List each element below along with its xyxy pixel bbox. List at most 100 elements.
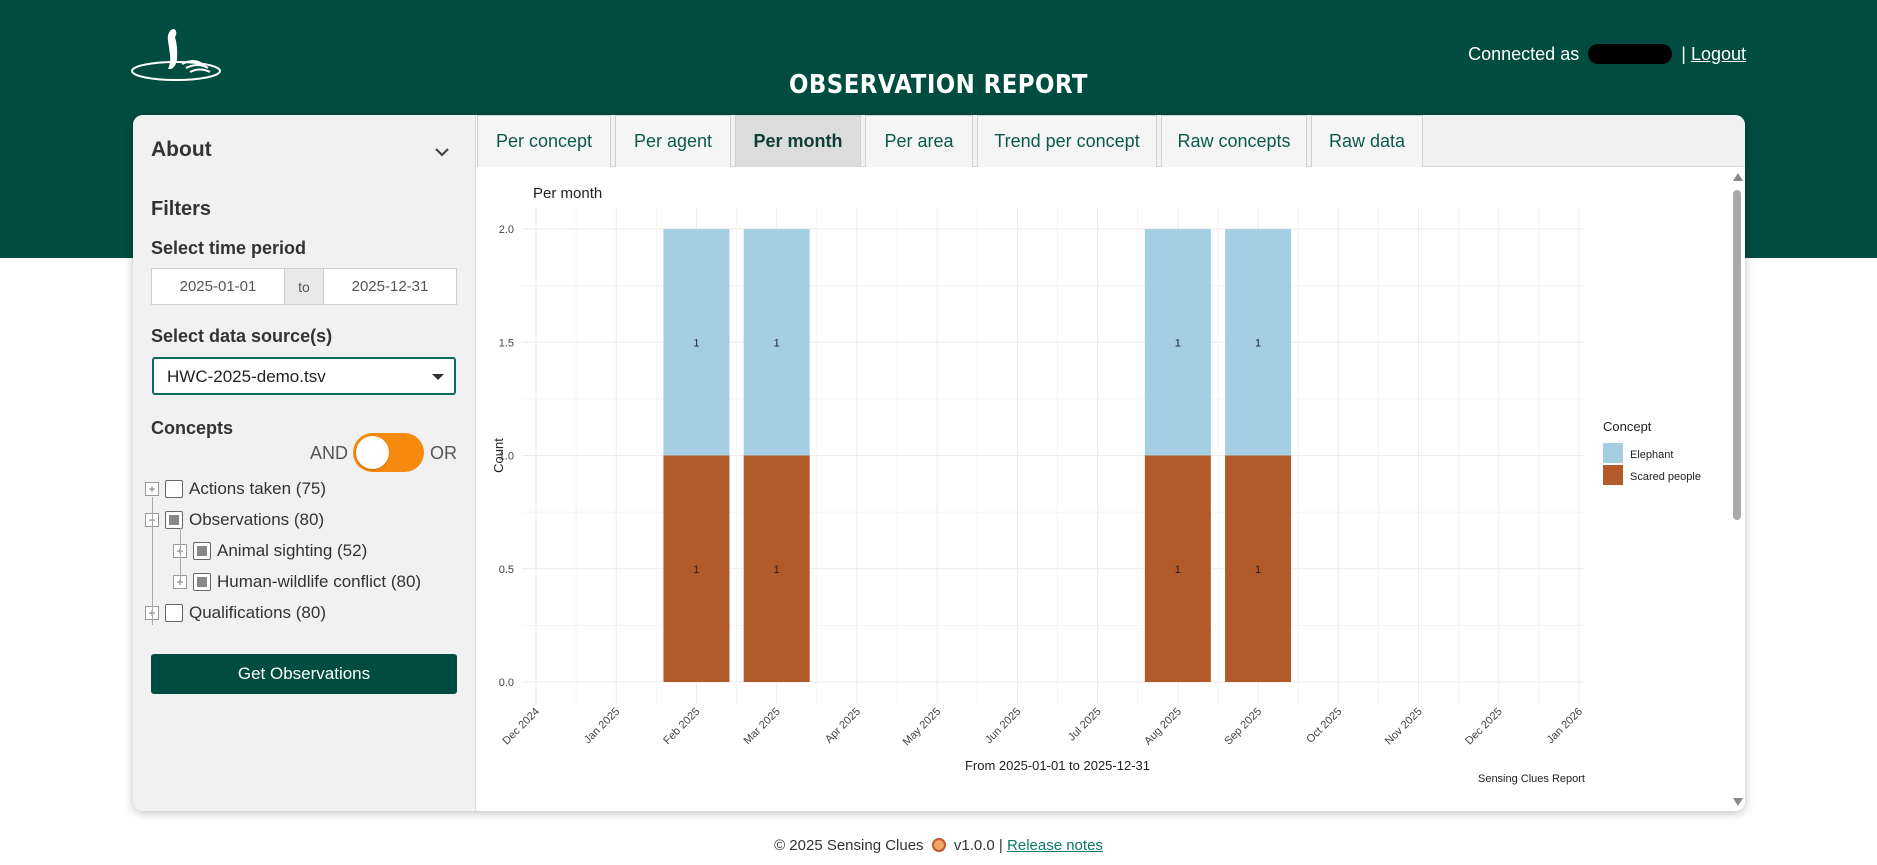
tree-item-label: Qualifications (80) bbox=[189, 603, 327, 622]
y-tick-label: 2.0 bbox=[499, 224, 514, 236]
caret-down-icon bbox=[432, 374, 444, 380]
date-to-input[interactable]: 2025-12-31 bbox=[351, 278, 429, 295]
tab-trend-per-concept[interactable]: Trend per concept bbox=[977, 115, 1157, 167]
tab-per-month[interactable]: Per month bbox=[735, 115, 861, 167]
tab-bar: Per concept Per agent Per month Per area Tre… bbox=[477, 115, 1745, 167]
redacted-username bbox=[1588, 44, 1673, 64]
toggle-knob[interactable] bbox=[356, 436, 389, 469]
x-axis-label: From 2025-01-01 to 2025-12-31 bbox=[965, 758, 1150, 773]
legend-swatch bbox=[1603, 443, 1623, 463]
x-tick-label: Jan 2025 bbox=[582, 706, 622, 746]
x-tick-label: Sep 2025 bbox=[1222, 706, 1264, 748]
chart-caption: Sensing Clues Report bbox=[1478, 773, 1585, 785]
x-tick-label: Nov 2025 bbox=[1383, 706, 1425, 748]
per-month-chart: 1 1 1 1 1 1 1 1 0.0 0.5 1.0 1.5 2.0 Dec 2024 Jan 2025 F… bbox=[491, 185, 1701, 785]
data-source-value: HWC-2025-demo.tsv bbox=[167, 367, 326, 386]
tab-per-agent[interactable]: Per agent bbox=[615, 115, 731, 167]
filters-heading: Filters bbox=[151, 198, 212, 220]
version-badge-icon bbox=[931, 838, 946, 852]
chart-panel: 1 1 1 1 1 1 1 1 0.0 0.5 1.0 1.5 2.0 Dec 2024 Jan 2025 F… bbox=[477, 168, 1745, 811]
tab-per-concept[interactable]: Per concept bbox=[477, 115, 611, 167]
bar-value-label: 1 bbox=[774, 564, 780, 576]
tab-raw-concepts[interactable]: Raw concepts bbox=[1161, 115, 1307, 167]
x-tick-label: Apr 2025 bbox=[823, 706, 863, 746]
bar-scared-people bbox=[663, 455, 730, 682]
date-from-input[interactable]: 2025-01-01 bbox=[179, 278, 257, 295]
bar-elephant bbox=[1144, 229, 1211, 456]
y-tick-label: 0.5 bbox=[499, 564, 514, 576]
tree-checkbox[interactable] bbox=[165, 511, 183, 529]
footer: © 2025 Sensing Clues v1.0.0 | Release no… bbox=[0, 837, 1877, 854]
x-tick-label: May 2025 bbox=[901, 706, 944, 749]
user-info: Connected as | Logout bbox=[1468, 44, 1746, 65]
tree-connector bbox=[180, 528, 181, 583]
separator: | bbox=[1681, 44, 1686, 64]
bar-value-label: 1 bbox=[1175, 337, 1181, 349]
concepts-label: Concepts bbox=[151, 418, 234, 438]
bar-elephant bbox=[663, 229, 730, 456]
legend-label: Elephant bbox=[1630, 449, 1673, 461]
sidebar: About Filters Select time period 2025-01… bbox=[133, 115, 476, 811]
tree-checkbox[interactable] bbox=[193, 542, 211, 560]
logout-link[interactable]: Logout bbox=[1690, 44, 1746, 64]
scroll-thumb[interactable] bbox=[1733, 190, 1741, 520]
bar-elephant bbox=[1225, 229, 1292, 456]
tree-item[interactable]: Observations (80) bbox=[165, 509, 324, 531]
scroll-down-icon[interactable] bbox=[1733, 798, 1743, 806]
date-range: 2025-01-01 to 2025-12-31 bbox=[151, 268, 457, 305]
tree-checkbox[interactable] bbox=[165, 604, 183, 622]
date-to-separator: to bbox=[284, 269, 324, 304]
y-axis-label: Count bbox=[491, 438, 506, 473]
x-tick-label: Oct 2025 bbox=[1304, 706, 1344, 746]
page-title: OBSERVATION REPORT bbox=[789, 70, 1088, 100]
y-tick-label: 0.0 bbox=[499, 677, 514, 689]
tree-item-label: Actions taken (75) bbox=[189, 479, 327, 498]
tree-connector bbox=[152, 497, 153, 625]
and-or-toggle[interactable] bbox=[353, 433, 424, 472]
y-tick-label: 1.5 bbox=[499, 337, 514, 349]
tree-item[interactable]: Human-wildlife conflict (80) bbox=[193, 571, 421, 593]
copyright: © 2025 Sensing Clues bbox=[774, 837, 924, 854]
bar-value-label: 1 bbox=[1175, 564, 1181, 576]
tree-item[interactable]: Qualifications (80) bbox=[165, 602, 326, 624]
time-period-label: Select time period bbox=[151, 238, 307, 258]
x-tick-label: Jan 2026 bbox=[1545, 706, 1585, 746]
x-tick-label: Dec 2024 bbox=[500, 706, 542, 748]
y-tick-label: 1.0 bbox=[499, 451, 514, 463]
tree-checkbox[interactable] bbox=[165, 480, 183, 498]
version: v1.0.0 | bbox=[953, 837, 1003, 854]
tree-item[interactable]: Actions taken (75) bbox=[165, 478, 326, 500]
scroll-up-icon[interactable] bbox=[1733, 173, 1743, 181]
x-tick-label: Jul 2025 bbox=[1066, 706, 1104, 744]
expand-icon[interactable]: + bbox=[145, 482, 159, 496]
bar-value-label: 1 bbox=[693, 337, 699, 349]
bar-value-label: 1 bbox=[1255, 337, 1261, 349]
about-heading[interactable]: About bbox=[151, 138, 212, 161]
x-tick-label: Feb 2025 bbox=[661, 706, 702, 747]
main-card: About Filters Select time period 2025-01… bbox=[133, 115, 1745, 811]
chevron-down-icon[interactable] bbox=[431, 141, 453, 163]
bar-scared-people bbox=[1144, 455, 1211, 682]
get-observations-button[interactable]: Get Observations bbox=[151, 654, 457, 694]
bar-elephant bbox=[743, 229, 810, 456]
bar-value-label: 1 bbox=[693, 564, 699, 576]
legend-label: Scared people bbox=[1630, 471, 1701, 483]
scrollbar[interactable] bbox=[1730, 168, 1745, 811]
data-source-select[interactable]: HWC-2025-demo.tsv bbox=[152, 357, 456, 395]
tree-item[interactable]: Animal sighting (52) bbox=[193, 540, 367, 562]
x-tick-label: Jun 2025 bbox=[983, 706, 1023, 746]
bar-value-label: 1 bbox=[1255, 564, 1261, 576]
legend-title: Concept bbox=[1603, 419, 1652, 434]
tree-item-label: Animal sighting (52) bbox=[217, 541, 368, 560]
tree-item-label: Human-wildlife conflict (80) bbox=[217, 572, 422, 591]
x-tick-label: Aug 2025 bbox=[1142, 706, 1184, 748]
tab-per-area[interactable]: Per area bbox=[865, 115, 973, 167]
release-notes-link[interactable]: Release notes bbox=[1007, 837, 1103, 854]
meerkat-logo-icon bbox=[131, 29, 221, 81]
tree-checkbox[interactable] bbox=[193, 573, 211, 591]
bar-scared-people bbox=[1225, 455, 1292, 682]
x-tick-label: Dec 2025 bbox=[1463, 706, 1505, 748]
chart-title: Per month bbox=[533, 185, 602, 202]
tab-raw-data[interactable]: Raw data bbox=[1311, 115, 1423, 167]
or-label: OR bbox=[430, 443, 457, 463]
